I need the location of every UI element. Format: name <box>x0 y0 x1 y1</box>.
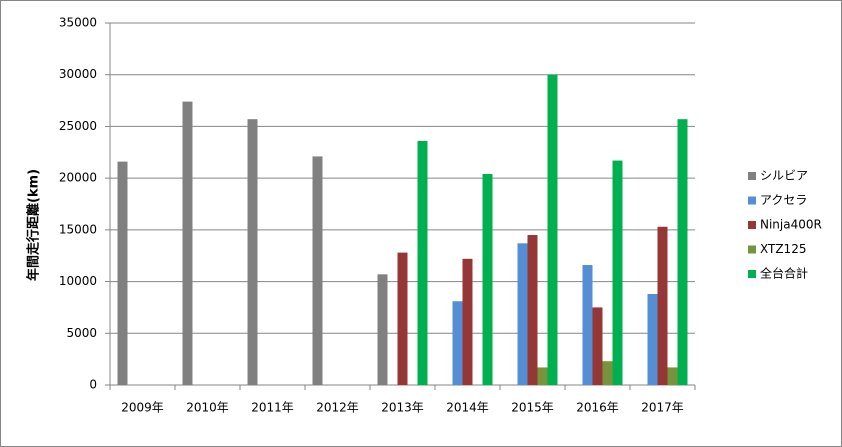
legend-label: Ninja400R <box>760 218 822 232</box>
y-tick-label: 0 <box>89 378 97 392</box>
bar <box>517 243 528 385</box>
bar <box>452 301 463 385</box>
x-tick-label: 2012年 <box>316 401 359 415</box>
x-tick-label: 2014年 <box>446 401 489 415</box>
x-tick-label: 2009年 <box>121 401 164 415</box>
y-tick-label: 35000 <box>59 16 97 30</box>
bar <box>247 119 258 385</box>
bar <box>602 361 613 385</box>
bar <box>612 160 623 385</box>
bar <box>582 265 593 385</box>
bar <box>462 258 473 385</box>
legend-label: シルビア <box>760 169 808 183</box>
x-tick-label: 2017年 <box>641 401 684 415</box>
legend-label: XTZ125 <box>760 242 806 256</box>
bar <box>312 156 323 385</box>
y-axis-title: 年間走行距離(km) <box>26 169 42 281</box>
bar <box>527 235 538 385</box>
y-tick-label: 25000 <box>59 119 97 133</box>
bar <box>417 140 428 385</box>
bar <box>397 252 408 385</box>
x-tick-label: 2011年 <box>251 401 294 415</box>
bar <box>667 367 678 385</box>
bar <box>677 119 688 385</box>
legend-swatch <box>748 172 756 180</box>
x-tick-label: 2010年 <box>186 401 229 415</box>
x-tick-label: 2013年 <box>381 401 424 415</box>
y-tick-label: 15000 <box>59 222 97 236</box>
legend-label: アクセラ <box>760 193 807 207</box>
bar <box>657 226 668 385</box>
bar <box>537 367 548 385</box>
y-tick-label: 20000 <box>59 171 97 185</box>
bar <box>647 293 658 385</box>
bar <box>547 74 558 385</box>
legend-swatch <box>748 196 756 205</box>
bar <box>182 101 193 385</box>
y-tick-label: 30000 <box>59 67 97 81</box>
y-tick-label: 10000 <box>59 274 97 288</box>
legend-swatch <box>748 245 756 254</box>
x-tick-label: 2015年 <box>511 401 554 415</box>
y-tick-label: 5000 <box>66 326 97 340</box>
bar <box>117 161 128 385</box>
bar <box>592 307 603 385</box>
legend-swatch <box>748 221 756 229</box>
bar <box>482 174 493 385</box>
bar <box>377 274 388 385</box>
x-tick-label: 2016年 <box>576 401 619 415</box>
legend-swatch <box>748 270 756 278</box>
legend-label: 全台合計 <box>760 266 808 281</box>
